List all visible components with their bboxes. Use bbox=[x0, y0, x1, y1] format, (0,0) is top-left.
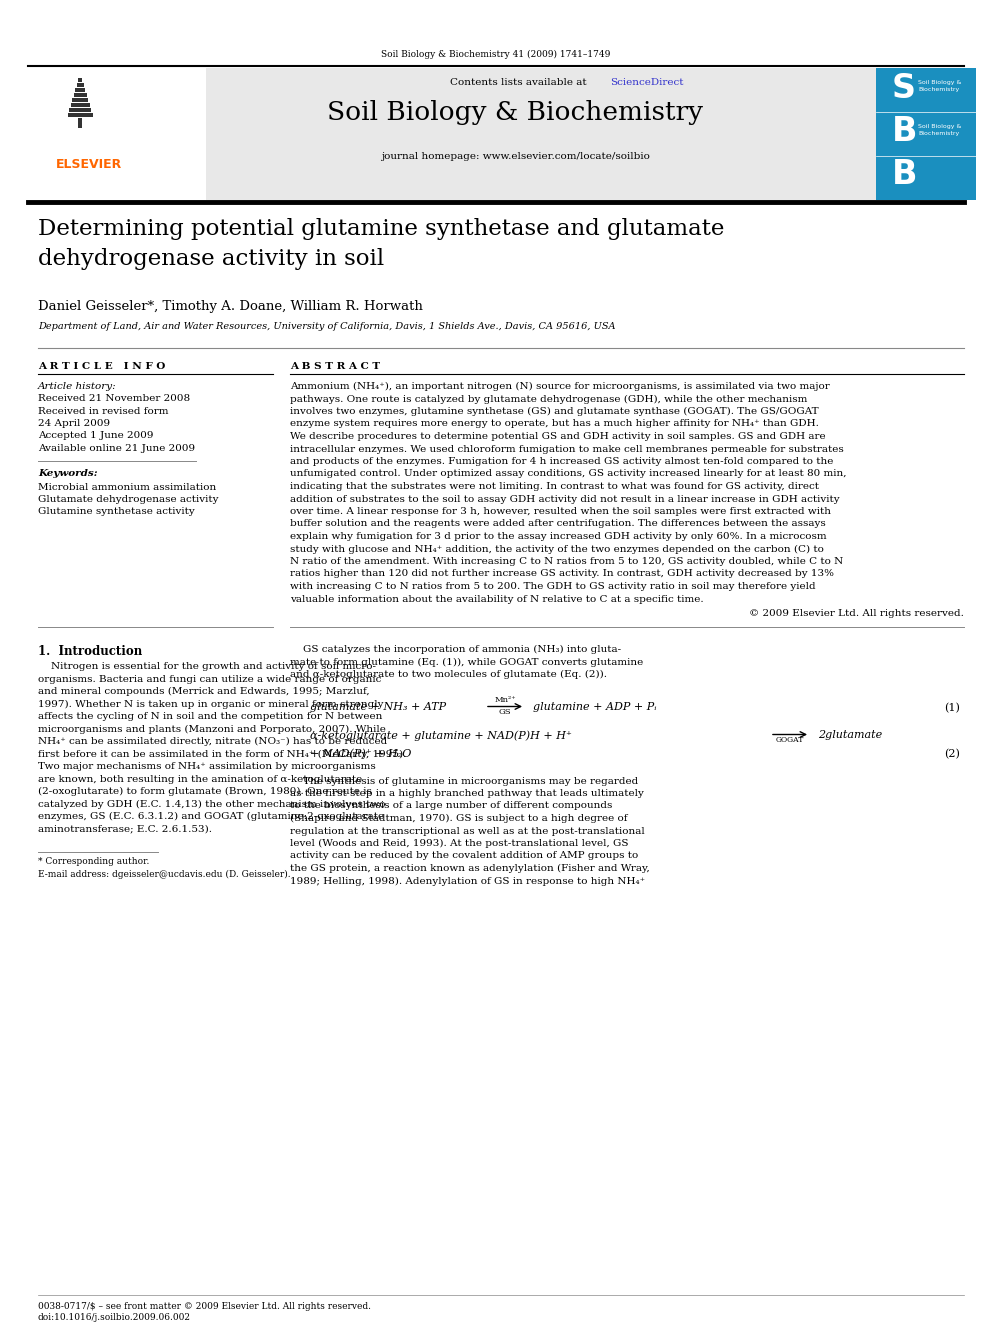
Text: Ammonium (NH₄⁺), an important nitrogen (N) source for microorganisms, is assimil: Ammonium (NH₄⁺), an important nitrogen (… bbox=[290, 382, 829, 392]
Text: ScienceDirect: ScienceDirect bbox=[610, 78, 683, 87]
Text: study with glucose and NH₄⁺ addition, the activity of the two enzymes depended o: study with glucose and NH₄⁺ addition, th… bbox=[290, 545, 824, 553]
Text: regulation at the transcriptional as well as at the post-translational: regulation at the transcriptional as wel… bbox=[290, 827, 645, 836]
Text: with increasing C to N ratios from 5 to 200. The GDH to GS activity ratio in soi: with increasing C to N ratios from 5 to … bbox=[290, 582, 815, 591]
Text: and products of the enzymes. Fumigation for 4 h increased GS activity almost ten: and products of the enzymes. Fumigation … bbox=[290, 456, 833, 466]
Text: 2glutamate: 2glutamate bbox=[818, 730, 882, 741]
Text: Soil Biology &
Biochemistry: Soil Biology & Biochemistry bbox=[918, 79, 961, 91]
Bar bbox=[28, 67, 876, 200]
Text: enzymes, GS (E.C. 6.3.1.2) and GOGAT (glutamine:2-oxoglutarate: enzymes, GS (E.C. 6.3.1.2) and GOGAT (gl… bbox=[38, 812, 384, 822]
Text: glutamate + NH₃ + ATP: glutamate + NH₃ + ATP bbox=[310, 703, 446, 713]
Text: over time. A linear response for 3 h, however, resulted when the soil samples we: over time. A linear response for 3 h, ho… bbox=[290, 507, 831, 516]
Text: We describe procedures to determine potential GS and GDH activity in soil sample: We describe procedures to determine pote… bbox=[290, 433, 825, 441]
Text: Soil Biology &
Biochemistry: Soil Biology & Biochemistry bbox=[918, 124, 961, 135]
Text: 1997). Whether N is taken up in organic or mineral form strongly: 1997). Whether N is taken up in organic … bbox=[38, 700, 384, 709]
Text: Glutamine synthetase activity: Glutamine synthetase activity bbox=[38, 508, 194, 516]
Text: Microbial ammonium assimilation: Microbial ammonium assimilation bbox=[38, 483, 216, 492]
Text: GOGAT: GOGAT bbox=[776, 737, 805, 745]
Bar bbox=[78, 118, 82, 128]
Text: + NAD(P)⁺ + H₂O: + NAD(P)⁺ + H₂O bbox=[310, 749, 412, 759]
Text: E-mail address: dgeisseler@ucdavis.edu (D. Geisseler).: E-mail address: dgeisseler@ucdavis.edu (… bbox=[38, 871, 291, 878]
Text: buffer solution and the reagents were added after centrifugation. The difference: buffer solution and the reagents were ad… bbox=[290, 520, 825, 528]
Text: as the first step in a highly branched pathway that leads ultimately: as the first step in a highly branched p… bbox=[290, 789, 644, 798]
Text: S: S bbox=[892, 71, 916, 105]
Text: GS: GS bbox=[499, 709, 511, 717]
Text: Article history:: Article history: bbox=[38, 382, 117, 392]
Text: Determining potential glutamine synthetase and glutamate
dehydrogenase activity : Determining potential glutamine syntheta… bbox=[38, 218, 724, 270]
Text: involves two enzymes, glutamine synthetase (GS) and glutamate synthase (GOGAT). : involves two enzymes, glutamine syntheta… bbox=[290, 407, 818, 417]
Bar bbox=[78, 78, 82, 82]
Text: affects the cycling of N in soil and the competition for N between: affects the cycling of N in soil and the… bbox=[38, 712, 382, 721]
Text: mate to form glutamine (Eq. (1)), while GOGAT converts glutamine: mate to form glutamine (Eq. (1)), while … bbox=[290, 658, 643, 667]
Text: Accepted 1 June 2009: Accepted 1 June 2009 bbox=[38, 431, 154, 441]
Bar bbox=[73, 93, 86, 97]
Text: aminotransferase; E.C. 2.6.1.53).: aminotransferase; E.C. 2.6.1.53). bbox=[38, 824, 212, 833]
Text: organisms. Bacteria and fungi can utilize a wide range of organic: organisms. Bacteria and fungi can utiliz… bbox=[38, 675, 381, 684]
Text: 1989; Helling, 1998). Adenylylation of GS in response to high NH₄⁺: 1989; Helling, 1998). Adenylylation of G… bbox=[290, 877, 645, 885]
Text: pathways. One route is catalyzed by glutamate dehydrogenase (GDH), while the oth: pathways. One route is catalyzed by glut… bbox=[290, 394, 807, 404]
Text: explain why fumigation for 3 d prior to the assay increased GDH activity by only: explain why fumigation for 3 d prior to … bbox=[290, 532, 826, 541]
Text: doi:10.1016/j.soilbio.2009.06.002: doi:10.1016/j.soilbio.2009.06.002 bbox=[38, 1312, 191, 1322]
Text: are known, both resulting in the amination of α-ketoglutarate: are known, both resulting in the aminati… bbox=[38, 774, 362, 783]
Text: first before it can be assimilated in the form of NH₄⁺ (McCarty, 1995).: first before it can be assimilated in th… bbox=[38, 750, 407, 758]
Text: valuable information about the availability of N relative to C at a specific tim: valuable information about the availabil… bbox=[290, 594, 703, 603]
Text: (Shapiro and Stadtman, 1970). GS is subject to a high degree of: (Shapiro and Stadtman, 1970). GS is subj… bbox=[290, 814, 628, 823]
Bar bbox=[70, 103, 89, 107]
Text: α-ketoglutarate + glutamine + NAD(P)H + H⁺: α-ketoglutarate + glutamine + NAD(P)H + … bbox=[310, 730, 571, 741]
Text: 0038-0717/$ – see front matter © 2009 Elsevier Ltd. All rights reserved.: 0038-0717/$ – see front matter © 2009 El… bbox=[38, 1302, 371, 1311]
Text: ratios higher than 120 did not further increase GS activity. In contrast, GDH ac: ratios higher than 120 did not further i… bbox=[290, 569, 834, 578]
Text: N ratio of the amendment. With increasing C to N ratios from 5 to 120, GS activi: N ratio of the amendment. With increasin… bbox=[290, 557, 843, 566]
Text: indicating that the substrates were not limiting. In contrast to what was found : indicating that the substrates were not … bbox=[290, 482, 819, 491]
Text: Daniel Geisseler*, Timothy A. Doane, William R. Horwath: Daniel Geisseler*, Timothy A. Doane, Wil… bbox=[38, 300, 423, 314]
Bar bbox=[76, 83, 83, 87]
Text: journal homepage: www.elsevier.com/locate/soilbio: journal homepage: www.elsevier.com/locat… bbox=[381, 152, 650, 161]
Text: GS catalyzes the incorporation of ammonia (NH₃) into gluta-: GS catalyzes the incorporation of ammoni… bbox=[290, 646, 621, 654]
Text: A R T I C L E   I N F O: A R T I C L E I N F O bbox=[38, 363, 166, 370]
Text: Soil Biology & Biochemistry: Soil Biology & Biochemistry bbox=[327, 101, 703, 124]
Bar bbox=[75, 89, 85, 93]
Bar bbox=[69, 108, 91, 112]
Text: to the biosynthesis of a large number of different compounds: to the biosynthesis of a large number of… bbox=[290, 802, 612, 811]
Text: Available online 21 June 2009: Available online 21 June 2009 bbox=[38, 445, 195, 452]
Text: Department of Land, Air and Water Resources, University of California, Davis, 1 : Department of Land, Air and Water Resour… bbox=[38, 321, 615, 331]
Text: The synthesis of glutamine in microorganisms may be regarded: The synthesis of glutamine in microorgan… bbox=[290, 777, 638, 786]
Text: ELSEVIER: ELSEVIER bbox=[56, 157, 122, 171]
Text: Mn²⁺: Mn²⁺ bbox=[494, 696, 516, 705]
Text: addition of substrates to the soil to assay GDH activity did not result in a lin: addition of substrates to the soil to as… bbox=[290, 495, 839, 504]
Text: Contents lists available at: Contents lists available at bbox=[450, 78, 590, 87]
Text: and mineral compounds (Merrick and Edwards, 1995; Marzluf,: and mineral compounds (Merrick and Edwar… bbox=[38, 687, 370, 696]
Text: unfumigated control. Under optimized assay conditions, GS activity increased lin: unfumigated control. Under optimized ass… bbox=[290, 470, 846, 479]
Text: microorganisms and plants (Manzoni and Porporato, 2007). While: microorganisms and plants (Manzoni and P… bbox=[38, 725, 386, 734]
Text: © 2009 Elsevier Ltd. All rights reserved.: © 2009 Elsevier Ltd. All rights reserved… bbox=[749, 609, 964, 618]
Text: glutamine + ADP + Pᵢ: glutamine + ADP + Pᵢ bbox=[533, 703, 657, 713]
Bar bbox=[72, 98, 88, 102]
Text: Soil Biology & Biochemistry 41 (2009) 1741–1749: Soil Biology & Biochemistry 41 (2009) 17… bbox=[381, 50, 611, 60]
Text: level (Woods and Reid, 1993). At the post-translational level, GS: level (Woods and Reid, 1993). At the pos… bbox=[290, 839, 629, 848]
Text: activity can be reduced by the covalent addition of AMP groups to: activity can be reduced by the covalent … bbox=[290, 852, 638, 860]
Bar bbox=[28, 67, 206, 200]
Text: catalyzed by GDH (E.C. 1.4,13) the other mechanism involves two: catalyzed by GDH (E.C. 1.4,13) the other… bbox=[38, 799, 386, 808]
Text: Received 21 November 2008: Received 21 November 2008 bbox=[38, 394, 190, 404]
Text: 24 April 2009: 24 April 2009 bbox=[38, 419, 110, 429]
Text: Nitrogen is essential for the growth and activity of soil micro-: Nitrogen is essential for the growth and… bbox=[38, 662, 376, 671]
Text: B: B bbox=[892, 157, 918, 191]
Text: the GS protein, a reaction known as adenylylation (Fisher and Wray,: the GS protein, a reaction known as aden… bbox=[290, 864, 650, 873]
Text: Keywords:: Keywords: bbox=[38, 470, 97, 479]
Bar bbox=[67, 112, 92, 116]
Text: A B S T R A C T: A B S T R A C T bbox=[290, 363, 380, 370]
Text: * Corresponding author.: * Corresponding author. bbox=[38, 857, 150, 867]
Text: enzyme system requires more energy to operate, but has a much higher affinity fo: enzyme system requires more energy to op… bbox=[290, 419, 818, 429]
Text: intracellular enzymes. We used chloroform fumigation to make cell membranes perm: intracellular enzymes. We used chlorofor… bbox=[290, 445, 844, 454]
Text: (1): (1) bbox=[944, 703, 960, 713]
Text: NH₄⁺ can be assimilated directly, nitrate (NO₃⁻) has to be reduced: NH₄⁺ can be assimilated directly, nitrat… bbox=[38, 737, 387, 746]
Text: and α-ketoglutarate to two molecules of glutamate (Eq. (2)).: and α-ketoglutarate to two molecules of … bbox=[290, 669, 607, 679]
Text: 1.  Introduction: 1. Introduction bbox=[38, 646, 142, 658]
Text: B: B bbox=[892, 115, 918, 148]
Text: Received in revised form: Received in revised form bbox=[38, 406, 169, 415]
Text: (2): (2) bbox=[944, 749, 960, 759]
Text: Glutamate dehydrogenase activity: Glutamate dehydrogenase activity bbox=[38, 495, 218, 504]
Text: (2-oxoglutarate) to form glutamate (Brown, 1980). One route is: (2-oxoglutarate) to form glutamate (Brow… bbox=[38, 787, 372, 796]
Bar bbox=[876, 67, 976, 200]
Text: Two major mechanisms of NH₄⁺ assimilation by microorganisms: Two major mechanisms of NH₄⁺ assimilatio… bbox=[38, 762, 376, 771]
